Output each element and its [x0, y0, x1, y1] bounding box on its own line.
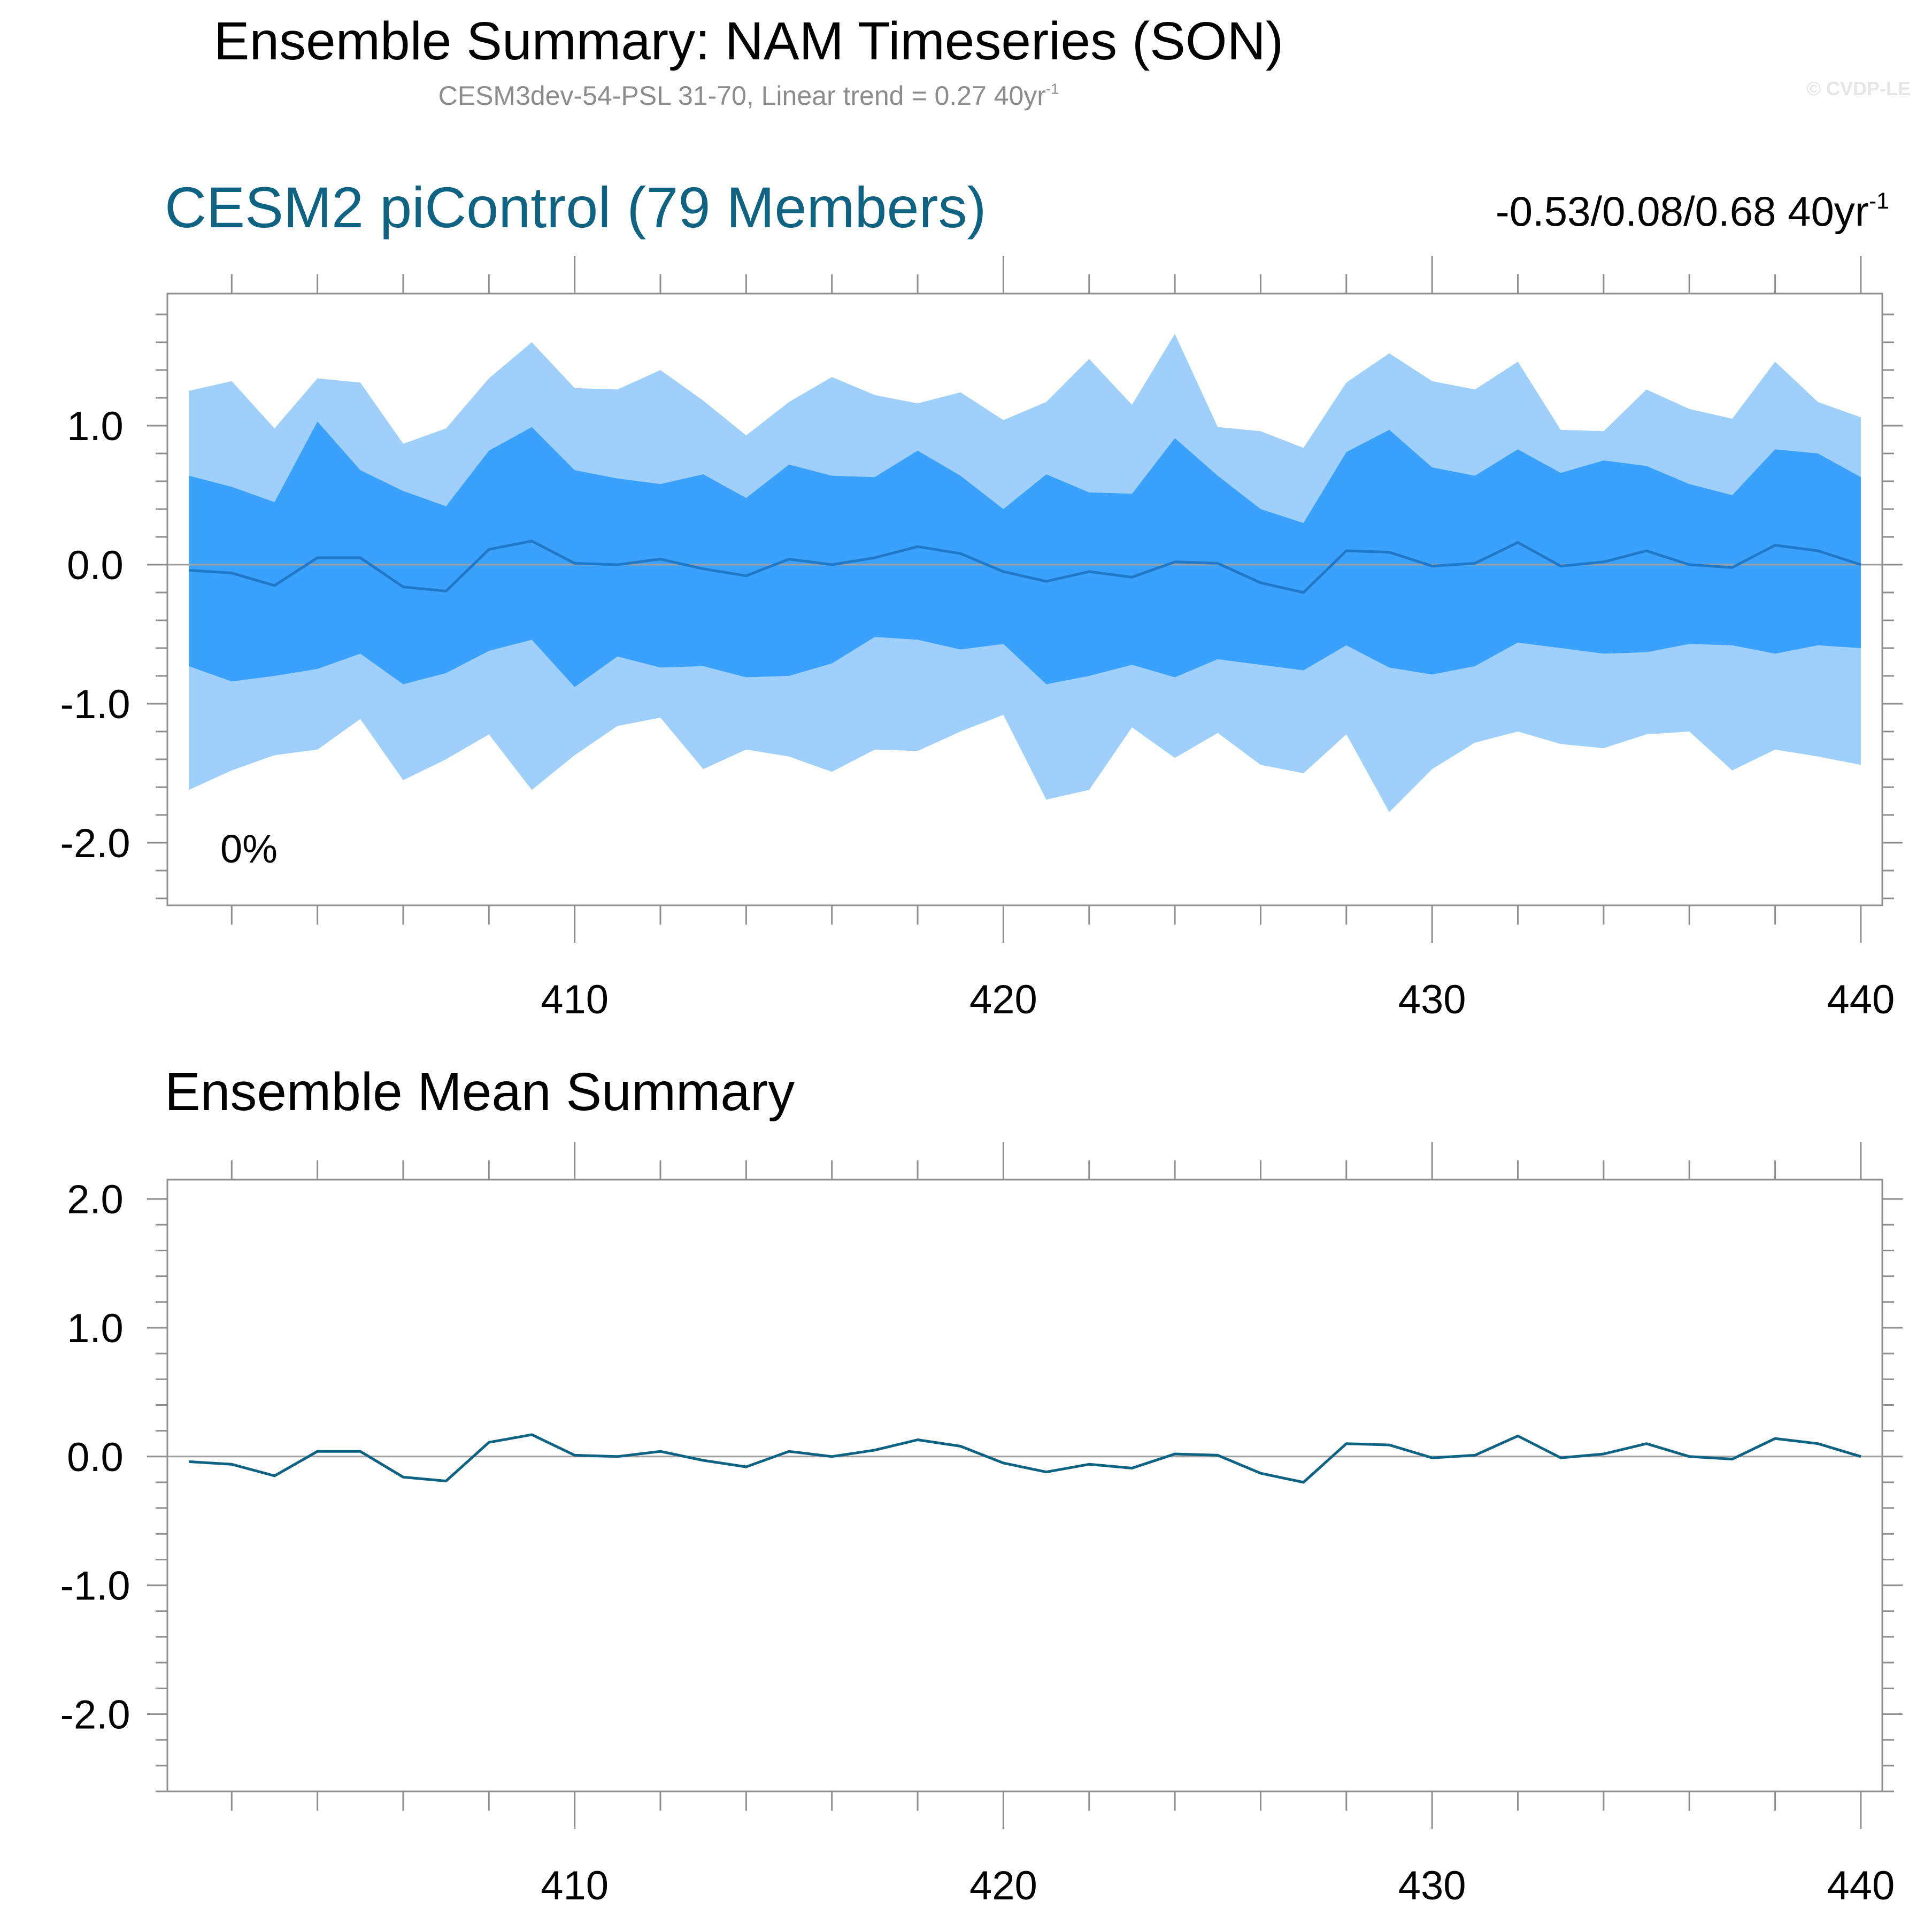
- bottom-ytick-label: 0.0: [67, 1435, 124, 1480]
- bottom-panel-title: Ensemble Mean Summary: [165, 1062, 795, 1122]
- top-xtick-label: 410: [541, 977, 609, 1022]
- bottom-xtick-label: 440: [1827, 1863, 1895, 1908]
- subtitle: CESM3dev-54-PSL 31-70, Linear trend = 0.…: [0, 80, 1497, 111]
- bottom-xtick-label: 410: [541, 1863, 609, 1908]
- top-plot-frame: [166, 293, 1883, 906]
- bottom-xtick-label: 430: [1398, 1863, 1466, 1908]
- trend-range-text: -0.53/0.08/0.68 40yr: [1495, 188, 1869, 235]
- trend-range-label: -0.53/0.08/0.68 40yr-1: [1496, 187, 1889, 236]
- main-title: Ensemble Summary: NAM Timeseries (SON): [213, 11, 1284, 71]
- bottom-ytick-label: -1.0: [60, 1564, 130, 1609]
- ensemble-mean-line: [188, 1433, 1861, 1484]
- bottom-xtick-label: 420: [969, 1863, 1037, 1908]
- bottom-ytick-label: 2.0: [67, 1177, 124, 1222]
- top-ytick-label: -2.0: [60, 821, 130, 866]
- trend-range-superscript: -1: [1868, 188, 1889, 214]
- top-xtick-label: 420: [969, 977, 1037, 1022]
- bottom-plot-frame: [166, 1179, 1883, 1792]
- subtitle-superscript: -1: [1045, 80, 1059, 97]
- subtitle-text: CESM3dev-54-PSL 31-70, Linear trend = 0.…: [438, 81, 1046, 111]
- top-panel-title: CESM2 piControl (79 Members): [165, 175, 987, 240]
- top-ytick-label: -1.0: [60, 682, 130, 727]
- inner-spread-band: [189, 421, 1861, 687]
- credit-watermark: © CVDP-LE: [1806, 78, 1911, 99]
- top-xtick-label: 430: [1398, 977, 1466, 1022]
- top-xtick-label: 440: [1827, 977, 1895, 1022]
- bottom-ytick-label: -2.0: [60, 1692, 130, 1737]
- percent-annotation: 0%: [220, 827, 278, 871]
- top-ytick-label: 0.0: [67, 543, 124, 588]
- median-line: [188, 540, 1861, 594]
- top-ytick-label: 1.0: [67, 404, 124, 449]
- bottom-ytick-label: 1.0: [67, 1306, 124, 1351]
